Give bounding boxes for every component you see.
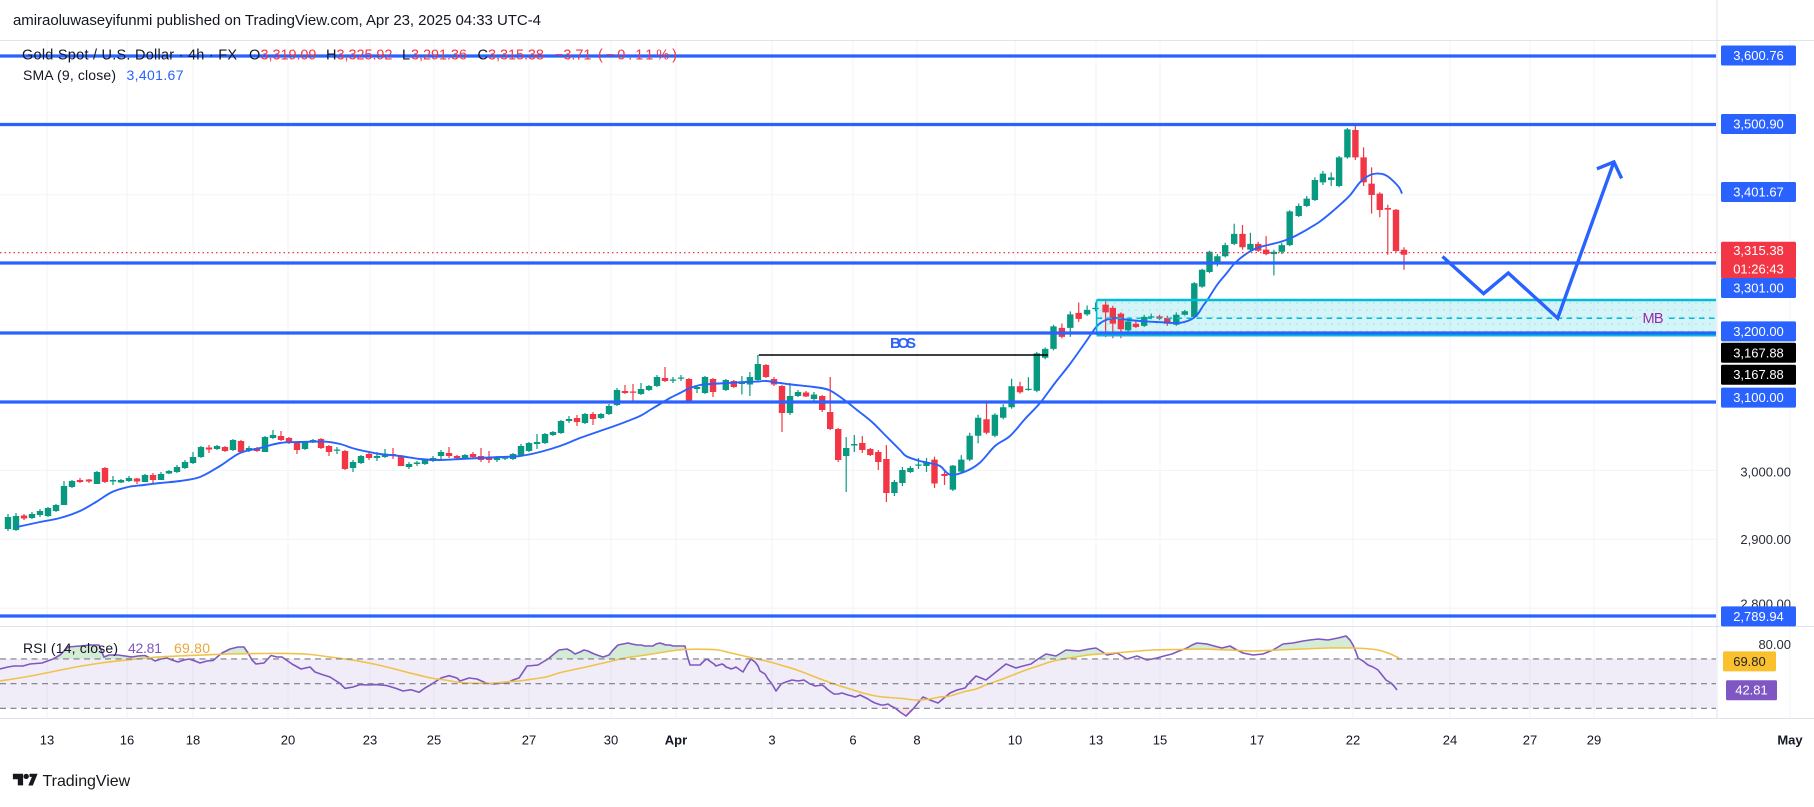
svg-text:H: H — [326, 48, 336, 64]
svg-text:3,401.67: 3,401.67 — [1733, 185, 1784, 200]
svg-text:3,100.00: 3,100.00 — [1733, 390, 1784, 405]
svg-text:01:26:43: 01:26:43 — [1733, 262, 1784, 277]
svg-text:80.00: 80.00 — [1758, 637, 1791, 652]
svg-text:L: L — [402, 48, 410, 64]
svg-text:3,600.76: 3,600.76 — [1733, 48, 1784, 63]
svg-text:20: 20 — [281, 733, 295, 748]
svg-text:O: O — [249, 48, 260, 64]
svg-text:3,200.00: 3,200.00 — [1733, 324, 1784, 339]
svg-text:C: C — [478, 48, 488, 64]
svg-text:10: 10 — [1008, 733, 1022, 748]
svg-text:3,319.09: 3,319.09 — [261, 48, 317, 64]
svg-text:6: 6 — [849, 733, 856, 748]
svg-text:42.81: 42.81 — [128, 640, 162, 656]
svg-text:2,900.00: 2,900.00 — [1740, 532, 1791, 547]
svg-text:30: 30 — [604, 733, 618, 748]
svg-text:18: 18 — [186, 733, 200, 748]
svg-text:TradingView: TradingView — [43, 773, 131, 790]
svg-text:amiraoluwaseyifunmi published: amiraoluwaseyifunmi published on Trading… — [13, 12, 541, 29]
svg-text:Apr: Apr — [665, 733, 687, 748]
svg-text:42.81: 42.81 — [1735, 683, 1768, 698]
svg-text:MB: MB — [1643, 311, 1664, 327]
svg-text:−3.71: −3.71 — [555, 48, 592, 64]
svg-text:RSI (14, close): RSI (14, close) — [23, 640, 118, 656]
svg-text:15: 15 — [1153, 733, 1167, 748]
svg-text:SMA (9, close): SMA (9, close) — [23, 67, 116, 83]
svg-text:3,500.90: 3,500.90 — [1733, 117, 1784, 132]
svg-text:3,325.92: 3,325.92 — [337, 48, 393, 64]
svg-text:BOS: BOS — [890, 335, 916, 352]
svg-text:2,789.94: 2,789.94 — [1733, 609, 1784, 624]
svg-text:24: 24 — [1443, 733, 1457, 748]
svg-text:16: 16 — [120, 733, 134, 748]
svg-text:(−0.11%): (−0.11%) — [598, 48, 677, 64]
svg-text:8: 8 — [913, 733, 920, 748]
svg-text:25: 25 — [427, 733, 441, 748]
svg-text:3,167.88: 3,167.88 — [1733, 345, 1784, 360]
svg-text:69.80: 69.80 — [174, 640, 210, 656]
svg-text:3: 3 — [768, 733, 775, 748]
svg-text:3,315.38: 3,315.38 — [488, 48, 544, 64]
svg-text:3,301.00: 3,301.00 — [1733, 281, 1784, 296]
svg-text:3,291.36: 3,291.36 — [411, 48, 467, 64]
svg-text:3,401.67: 3,401.67 — [127, 67, 184, 83]
svg-text:3,315.38: 3,315.38 — [1733, 243, 1784, 258]
svg-text:29: 29 — [1587, 733, 1601, 748]
svg-text:May: May — [1777, 733, 1803, 748]
svg-text:Gold Spot / U.S. Dollar · 4h ·: Gold Spot / U.S. Dollar · 4h · FX — [22, 48, 237, 64]
svg-text:3,167.88: 3,167.88 — [1733, 367, 1784, 382]
svg-text:27: 27 — [1523, 733, 1537, 748]
svg-text:27: 27 — [522, 733, 536, 748]
svg-text:13: 13 — [40, 733, 54, 748]
svg-text:69.80: 69.80 — [1733, 654, 1766, 669]
svg-text:3,000.00: 3,000.00 — [1740, 465, 1791, 480]
svg-text:23: 23 — [363, 733, 377, 748]
svg-text:13: 13 — [1089, 733, 1103, 748]
svg-text:17: 17 — [1250, 733, 1264, 748]
svg-text:22: 22 — [1346, 733, 1360, 748]
